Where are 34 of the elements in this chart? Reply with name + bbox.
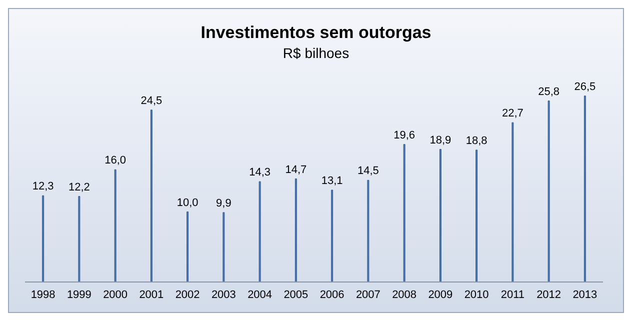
data-label: 13,1	[321, 175, 343, 187]
x-tick-label: 2012	[536, 288, 562, 301]
x-tick-label: 2009	[428, 288, 453, 301]
data-label: 22,7	[502, 108, 524, 120]
x-tick-label: 2007	[356, 288, 380, 301]
x-tick-label: 2004	[248, 288, 272, 301]
data-label: 18,8	[466, 134, 488, 147]
data-label: 16,0	[104, 154, 126, 167]
data-label: 14,5	[357, 165, 379, 178]
data-label: 12,3	[32, 180, 54, 193]
x-tick-label: 1998	[30, 288, 56, 301]
data-label: 12,2	[68, 181, 90, 194]
x-tick-label: 2003	[211, 288, 236, 301]
data-label: 10,0	[176, 196, 198, 209]
x-tick-label: 2000	[103, 288, 128, 301]
x-tick-label: 2001	[139, 288, 164, 301]
x-tick-label: 2010	[464, 288, 489, 301]
data-label: 14,3	[249, 166, 271, 179]
data-label: 24,5	[140, 94, 162, 107]
x-tick-label: 1999	[66, 288, 92, 301]
x-tick-label: 2008	[392, 288, 417, 301]
x-tick-label: 2011	[500, 288, 525, 301]
data-label: 9,9	[216, 197, 232, 210]
chart-title: Investimentos sem outorgas	[200, 22, 432, 43]
data-label: 26,5	[574, 80, 596, 93]
data-label: 25,8	[538, 86, 560, 98]
chart-subtitle: R$ bilhoes	[282, 45, 350, 61]
x-tick-label: 2005	[284, 288, 308, 301]
data-label: 19,6	[394, 129, 416, 142]
x-tick-label: 2002	[175, 288, 200, 301]
x-tick-label: 2013	[572, 288, 598, 301]
x-tick-label: 2006	[320, 288, 344, 301]
data-label: 18,9	[430, 134, 452, 146]
data-label: 14,7	[285, 164, 307, 176]
